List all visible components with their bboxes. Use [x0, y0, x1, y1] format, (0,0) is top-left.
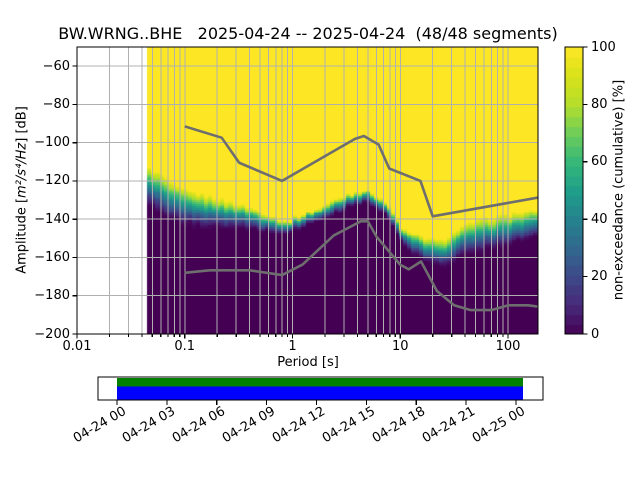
y-tick-label: −120	[34, 173, 70, 189]
y-tick-label: −160	[34, 249, 70, 265]
psd-cumulative-heatmap	[77, 47, 538, 334]
timeline-coverage-bar	[117, 378, 523, 387]
nlnm-line	[184, 220, 539, 312]
colorbar-tick-label: 40	[591, 211, 608, 227]
y-tick-label: −180	[34, 288, 70, 304]
x-tick-label: 0.1	[174, 339, 196, 354]
plot-title: BW.WRNG..BHE 2025-04-24 -- 2025-04-24 (4…	[58, 24, 558, 43]
x-axis-label: Period [s]	[277, 355, 339, 370]
y-tick-label: −200	[34, 326, 70, 342]
colorbar-border	[564, 46, 584, 335]
y-tick-label: −80	[42, 96, 70, 112]
grid-lines	[77, 47, 538, 334]
axes-frame	[72, 46, 588, 339]
y-tick-label: −140	[34, 211, 70, 227]
x-tick-label: 0.01	[62, 339, 92, 354]
x-tick-label: 100	[495, 339, 521, 354]
colorbar-gradient	[565, 47, 583, 334]
colorbar-tick-label: 20	[591, 269, 608, 285]
colorbar-label: non-exceedance (cumulative) [%]	[611, 79, 627, 301]
timeline-segments-bar	[117, 386, 523, 400]
y-tick-label: −60	[42, 58, 70, 74]
nhnm-line	[184, 125, 539, 218]
x-tick-label: 10	[391, 339, 409, 354]
y-tick-label: −100	[34, 135, 70, 151]
plot-border	[76, 46, 539, 335]
x-tick-label: 1	[288, 339, 297, 354]
colorbar-tick-label: 0	[591, 326, 600, 342]
colorbar-tick-label: 100	[591, 39, 616, 55]
colorbar-tick-label: 80	[591, 96, 608, 112]
colorbar-tick-label: 60	[591, 154, 608, 170]
